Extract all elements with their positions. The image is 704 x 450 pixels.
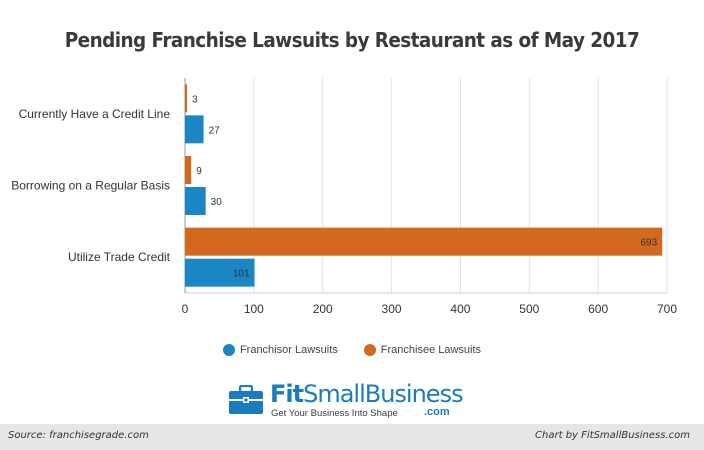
x-tick-label: 700 — [657, 302, 677, 316]
footer-source: Source: franchisegrade.com — [8, 430, 149, 441]
category-label-utilize-trade-credit: Utilize Trade Credit — [68, 250, 171, 264]
x-tick-label: 200 — [313, 302, 333, 316]
data-label-franchisee-lawsuits-utilize-trade-credit: 693 — [640, 238, 657, 249]
bar-franchisor-lawsuits-currently-have-a-credit-line — [185, 115, 204, 144]
footer-bar: Source: franchisegrade.com Chart by FitS… — [0, 424, 704, 450]
legend-swatch — [363, 344, 376, 356]
logo-tagline: Get Your Business Into Shape — [271, 408, 398, 419]
logo-wordmark: FitSmallBusiness — [270, 380, 464, 408]
category-label-currently-have-a-credit-line: Currently Have a Credit Line — [19, 107, 171, 121]
data-label-franchisee-lawsuits-borrowing-on-a-regular-basis: 9 — [196, 166, 202, 177]
legend-item-franchisor-lawsuits: Franchisor Lawsuits — [222, 344, 338, 356]
data-label-franchisee-lawsuits-currently-have-a-credit-line: 3 — [192, 94, 198, 105]
briefcase-icon — [229, 385, 263, 414]
data-label-franchisor-lawsuits-utilize-trade-credit: 101 — [233, 269, 250, 280]
bar-franchisee-lawsuits-utilize-trade-credit — [185, 227, 663, 256]
logo-com: .com — [424, 406, 450, 418]
x-tick-label: 100 — [244, 302, 264, 316]
x-tick-label: 500 — [519, 302, 539, 316]
legend-label: Franchisee Lawsuits — [380, 344, 482, 356]
x-tick-label: 0 — [182, 302, 189, 316]
logo-wordmark-fit: Fit — [270, 380, 304, 408]
legend: Franchisor Lawsuits Franchisee Lawsuits — [0, 344, 704, 356]
footer-credit: Chart by FitSmallBusiness.com — [535, 430, 690, 441]
bar-franchisee-lawsuits-currently-have-a-credit-line — [185, 84, 188, 113]
chart-title: Pending Franchise Lawsuits by Restaurant… — [64, 28, 640, 52]
legend-swatch — [222, 344, 235, 356]
x-tick-label: 400 — [450, 302, 470, 316]
bar-franchisor-lawsuits-borrowing-on-a-regular-basis — [185, 187, 206, 215]
x-tick-label: 600 — [588, 302, 608, 316]
legend-label: Franchisor Lawsuits — [239, 344, 338, 356]
bar-franchisee-lawsuits-borrowing-on-a-regular-basis — [185, 156, 192, 184]
category-label-borrowing-on-a-regular-basis: Borrowing on a Regular Basis — [11, 179, 170, 193]
bar-franchisor-lawsuits-utilize-trade-credit — [185, 258, 255, 287]
logo-wordmark-rest: SmallBusiness — [303, 380, 463, 408]
data-label-franchisor-lawsuits-borrowing-on-a-regular-basis: 30 — [211, 197, 223, 208]
bar-chart: 0 100 200 300 400 500 600 700 Currently Have a C… — [11, 78, 677, 316]
fitsmallbusiness-logo: FitSmallBusiness Get Your Business Into … — [228, 380, 468, 421]
x-tick-label: 300 — [382, 302, 402, 316]
legend-item-franchisee-lawsuits: Franchisee Lawsuits — [363, 344, 482, 356]
data-label-franchisor-lawsuits-currently-have-a-credit-line: 27 — [209, 125, 221, 136]
